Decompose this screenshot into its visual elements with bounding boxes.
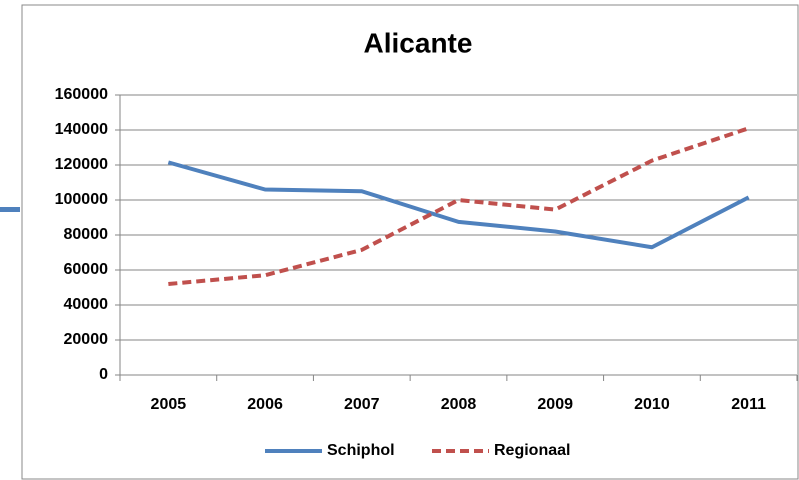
y-tick-label: 120000 <box>55 156 108 173</box>
x-tick-label: 2011 <box>731 396 766 413</box>
chart-title: Alicante <box>364 27 473 58</box>
x-tick-label: 2010 <box>634 396 670 413</box>
series-line <box>168 126 750 286</box>
y-tick-label: 0 <box>99 366 108 383</box>
legend-label: Schiphol <box>327 442 395 459</box>
y-tick-label: 140000 <box>55 121 108 138</box>
legend-label: Regionaal <box>494 442 570 459</box>
x-tick-label: 2009 <box>537 396 573 413</box>
y-tick-label: 160000 <box>55 86 108 103</box>
y-tick-label: 40000 <box>64 296 109 313</box>
x-tick-label: 2006 <box>247 396 283 413</box>
slide-accent <box>0 207 20 212</box>
y-tick-label: 20000 <box>64 331 109 348</box>
x-tick-label: 2007 <box>344 396 380 413</box>
x-tick-label: 2008 <box>441 396 477 413</box>
y-tick-label: 60000 <box>64 261 109 278</box>
x-tick-label: 2005 <box>151 396 187 413</box>
y-tick-label: 80000 <box>64 226 109 243</box>
y-tick-label: 100000 <box>55 191 108 208</box>
series-line <box>167 160 750 250</box>
chart-frame <box>21 4 799 480</box>
